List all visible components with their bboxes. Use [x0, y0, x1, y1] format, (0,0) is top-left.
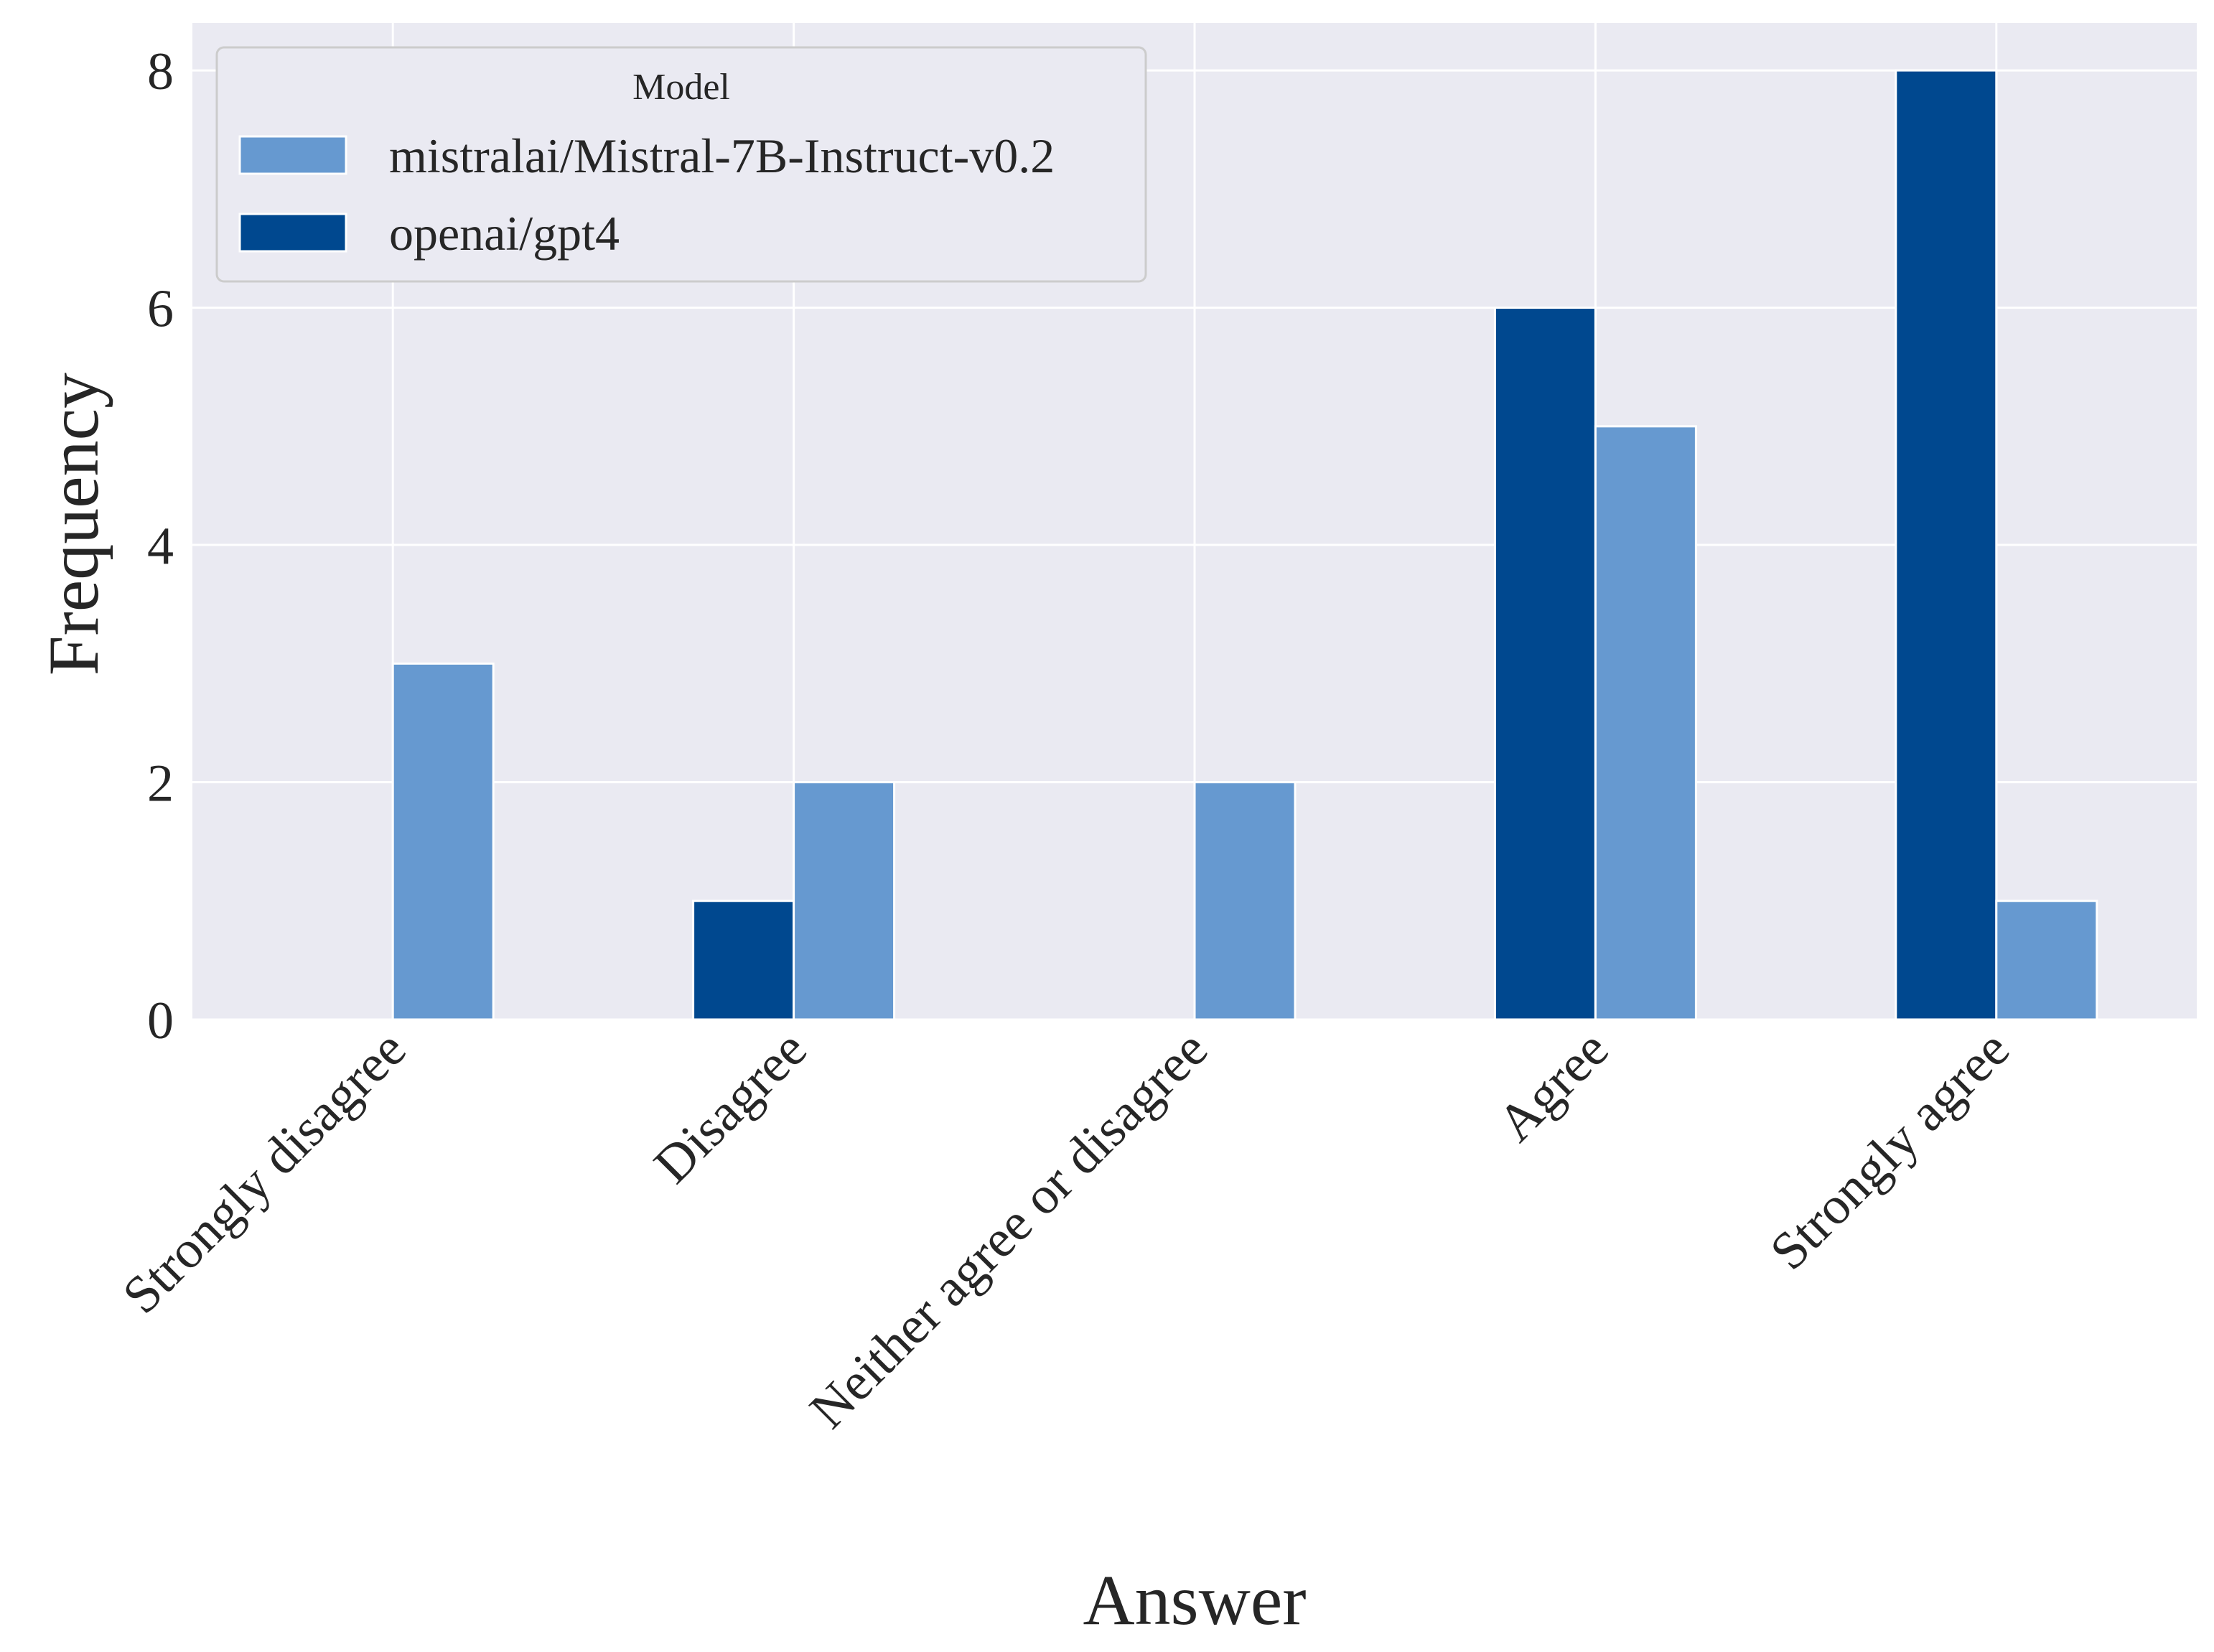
legend-swatch-mistral: [238, 135, 347, 175]
legend-label-gpt4: openai/gpt4: [389, 206, 620, 261]
bar-mistral: [793, 781, 896, 1021]
legend-box: [215, 46, 1147, 283]
x-tick-label: Disagree: [643, 1019, 818, 1195]
x-tick-label: Strongly disagree: [112, 1019, 418, 1325]
x-tick-label: Neither agree or disagree: [799, 1019, 1219, 1439]
y-tick-label: 2: [147, 755, 174, 813]
legend-swatch-gpt4: [238, 213, 347, 253]
y-axis-ticks: 0 2 4 6 8: [147, 42, 174, 1050]
bar-mistral: [1193, 781, 1297, 1021]
bar-mistral: [1995, 900, 2098, 1021]
x-axis-title: Answer: [1083, 1560, 1306, 1640]
x-tick-label: Strongly agree: [1759, 1019, 2021, 1282]
legend-title: Model: [632, 67, 730, 108]
y-axis-title: Frequency: [34, 373, 113, 676]
x-tick-label: Agree: [1487, 1019, 1620, 1153]
bars: [391, 69, 2098, 1021]
bar-mistral: [1594, 425, 1697, 1021]
y-tick-label: 0: [147, 991, 174, 1050]
bar-gpt4: [1493, 307, 1597, 1021]
legend-label-mistral: mistralai/Mistral-7B-Instruct-v0.2: [389, 129, 1055, 183]
bar-mistral: [391, 662, 495, 1021]
y-tick-label: 6: [147, 280, 174, 339]
legend: Model mistralai/Mistral-7B-Instruct-v0.2…: [215, 46, 1147, 283]
bar-gpt4: [692, 900, 795, 1021]
y-tick-label: 8: [147, 42, 174, 101]
y-tick-label: 4: [147, 517, 174, 576]
bar-gpt4: [1895, 69, 1998, 1021]
